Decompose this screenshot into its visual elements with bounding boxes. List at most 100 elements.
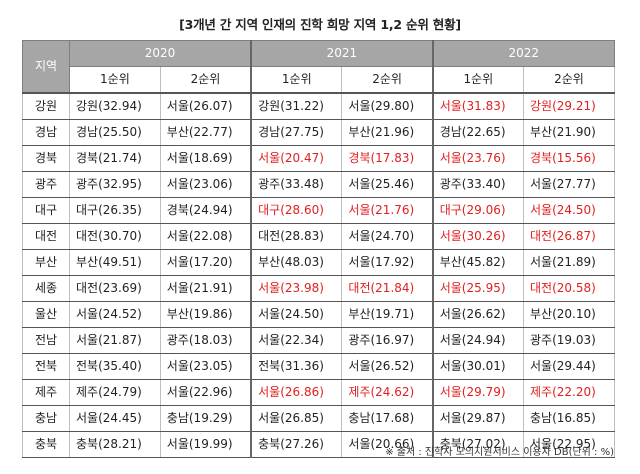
value-cell: 대전(28.83)	[250, 223, 343, 250]
value-cell: 부산(20.10)	[523, 301, 615, 328]
year-header-row: 지역 2020 2021 2022	[22, 40, 615, 94]
value-cell: 서울(24.50)	[523, 197, 615, 224]
value-cell: 부산(48.03)	[250, 249, 343, 276]
value-cell: 부산(21.96)	[341, 119, 434, 146]
value-cell: 서울(18.69)	[159, 145, 252, 172]
value-cell: 전북(31.36)	[250, 353, 343, 380]
region-cell: 충남	[22, 405, 70, 432]
value-cell: 서울(21.89)	[523, 249, 615, 276]
table-row: 울산 서울(24.52) 부산(19.86) 서울(24.50) 부산(19.71) 서울…	[22, 301, 615, 328]
rank-header-2: 2순위	[159, 66, 252, 94]
value-cell: 서울(25.46)	[341, 171, 434, 198]
year-header-2021: 2021	[250, 40, 434, 67]
table-row: 경남 경남(25.50) 부산(22.77) 경남(27.75) 부산(21.96) 경남…	[22, 119, 615, 146]
value-cell: 경남(27.75)	[250, 119, 343, 146]
value-cell: 서울(24.50)	[250, 301, 343, 328]
value-cell: 서울(26.85)	[250, 405, 343, 432]
value-cell: 서울(26.62)	[431, 301, 525, 328]
table-row: 광주 광주(32.95) 서울(23.06) 광주(33.48) 서울(25.46) 광주…	[22, 171, 615, 198]
value-cell: 서울(21.76)	[341, 197, 434, 224]
value-cell: 서울(17.92)	[341, 249, 434, 276]
value-cell: 서울(22.96)	[159, 379, 252, 406]
rank-header-row: 1순위 2순위 1순위 2순위 1순위 2순위	[23, 66, 615, 94]
value-cell: 부산(19.71)	[341, 301, 434, 328]
value-cell: 부산(22.77)	[159, 119, 252, 146]
value-cell: 서울(26.86)	[250, 379, 343, 406]
value-cell: 대전(26.87)	[523, 223, 615, 250]
value-cell: 서울(29.87)	[431, 405, 525, 432]
value-cell: 경북(21.74)	[69, 145, 161, 172]
value-cell: 광주(33.48)	[250, 171, 343, 198]
value-cell: 부산(45.82)	[431, 249, 525, 276]
value-cell: 서울(29.80)	[341, 93, 434, 120]
table-row: 부산 부산(49.51) 서울(17.20) 부산(48.03) 서울(17.92) 부산…	[22, 249, 615, 276]
table-container: 지역 2020 2021 2022 1순위 2순위 1순위 2순위 1순위 2순…	[22, 40, 615, 458]
value-cell: 서울(30.26)	[431, 223, 525, 250]
value-cell: 대전(21.84)	[341, 275, 434, 302]
value-cell: 서울(29.79)	[431, 379, 525, 406]
value-cell: 서울(24.94)	[431, 327, 525, 354]
rank-header-2: 2순위	[523, 66, 615, 94]
region-cell: 세종	[22, 275, 70, 302]
value-cell: 광주(33.40)	[431, 171, 525, 198]
value-cell: 강원(32.94)	[69, 93, 161, 120]
rank-header-2: 2순위	[341, 66, 434, 94]
region-cell: 대전	[22, 223, 70, 250]
value-cell: 경북(17.83)	[341, 145, 434, 172]
value-cell: 서울(26.07)	[159, 93, 252, 120]
table-row: 경북 경북(21.74) 서울(18.69) 서울(20.47) 경북(17.83) 서울…	[22, 145, 615, 172]
value-cell: 충남(16.85)	[523, 405, 615, 432]
value-cell: 서울(24.52)	[69, 301, 161, 328]
value-cell: 제주(24.62)	[341, 379, 434, 406]
table-row: 충남 서울(24.45) 충남(19.29) 서울(26.85) 충남(17.68) 서울…	[22, 405, 615, 432]
value-cell: 서울(24.70)	[341, 223, 434, 250]
value-cell: 서울(17.20)	[159, 249, 252, 276]
value-cell: 서울(22.34)	[250, 327, 343, 354]
value-cell: 서울(22.08)	[159, 223, 252, 250]
table-row: 전남 서울(21.87) 광주(18.03) 서울(22.34) 광주(16.97) 서울…	[22, 327, 615, 354]
year-header-2020: 2020	[69, 40, 252, 67]
region-cell: 부산	[22, 249, 70, 276]
value-cell: 대구(28.60)	[250, 197, 343, 224]
value-cell: 충북(27.02)	[431, 431, 525, 458]
region-cell: 대구	[22, 197, 70, 224]
value-cell: 경북(24.94)	[159, 197, 252, 224]
rank-header-1: 1순위	[250, 66, 343, 94]
table-row: 전북 전북(35.40) 서울(23.05) 전북(31.36) 서울(26.52) 서울…	[22, 353, 615, 380]
value-cell: 전북(35.40)	[69, 353, 161, 380]
table-row: 세종 대전(23.69) 서울(21.91) 서울(23.98) 대전(21.84) 서울…	[22, 275, 615, 302]
value-cell: 광주(19.03)	[523, 327, 615, 354]
value-cell: 대전(23.69)	[69, 275, 161, 302]
value-cell: 서울(30.01)	[431, 353, 525, 380]
value-cell: 서울(21.87)	[69, 327, 161, 354]
region-cell: 전남	[22, 327, 70, 354]
value-cell: 강원(31.22)	[250, 93, 343, 120]
region-cell: 충북	[22, 431, 70, 458]
value-cell: 부산(49.51)	[69, 249, 161, 276]
value-cell: 부산(21.90)	[523, 119, 615, 146]
value-cell: 충북(28.21)	[69, 431, 161, 458]
value-cell: 서울(20.47)	[250, 145, 343, 172]
value-cell: 서울(24.45)	[69, 405, 161, 432]
value-cell: 서울(21.91)	[159, 275, 252, 302]
table-row: 충북 충북(28.21) 서울(19.99) 충북(27.26) 서울(20.66) 충북…	[22, 431, 615, 458]
value-cell: 대전(30.70)	[69, 223, 161, 250]
value-cell: 강원(29.21)	[523, 93, 615, 120]
value-cell: 서울(31.83)	[431, 93, 525, 120]
region-cell: 광주	[22, 171, 70, 198]
year-header-2022: 2022	[431, 40, 615, 67]
rank-header-1: 1순위	[431, 66, 525, 94]
value-cell: 서울(23.06)	[159, 171, 252, 198]
value-cell: 제주(24.79)	[69, 379, 161, 406]
region-cell: 전북	[22, 353, 70, 380]
value-cell: 광주(18.03)	[159, 327, 252, 354]
table-title: [3개년 간 지역 인재의 진학 희망 지역 1,2 순위 현황]	[179, 17, 461, 32]
table-row: 강원 강원(32.94) 서울(26.07) 강원(31.22) 서울(29.80) 서울…	[22, 93, 615, 120]
value-cell: 서울(22.95)	[523, 431, 615, 458]
table-row: 제주 제주(24.79) 서울(22.96) 서울(26.86) 제주(24.62) 서울…	[22, 379, 615, 406]
value-cell: 서울(29.44)	[523, 353, 615, 380]
value-cell: 부산(19.86)	[159, 301, 252, 328]
source-footnote: ※ 출처 : 진학사 모의지원서비스 이용자 DB(단위 : %)	[385, 447, 614, 458]
value-cell: 광주(16.97)	[341, 327, 434, 354]
